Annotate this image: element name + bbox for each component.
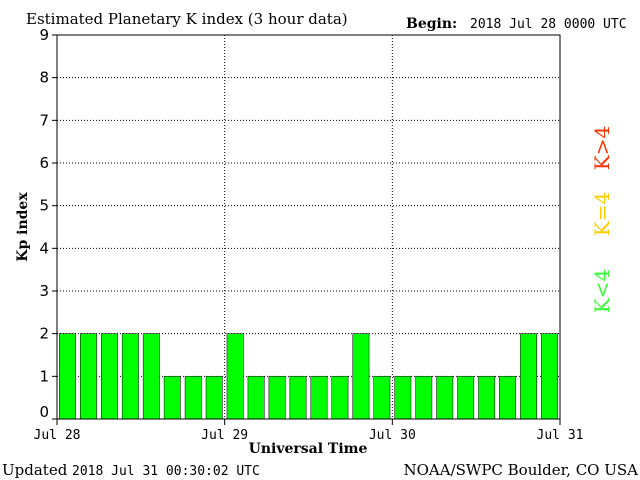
y-axis-label: Kp index <box>15 192 31 262</box>
kp-bar <box>268 376 286 420</box>
kp-bar <box>541 333 558 420</box>
y-tick-label: 3 <box>39 282 49 300</box>
y-axis-ticks: 0 1 2 3 4 5 6 7 8 9 <box>39 26 57 421</box>
y-tick-label: 1 <box>39 367 49 385</box>
y-tick-label: 7 <box>39 111 49 129</box>
kp-bar <box>205 376 223 420</box>
kp-bar <box>394 376 412 420</box>
begin-label: Begin: <box>406 16 457 32</box>
kp-bar <box>226 333 244 420</box>
y-tick-label: 2 <box>39 325 49 343</box>
y-tick-label: 6 <box>39 154 49 172</box>
bar-series <box>59 333 558 420</box>
x-axis-ticks: Jul 28 Jul 29 Jul 30 Jul 31 <box>34 419 584 443</box>
grid-lines <box>57 35 560 419</box>
kp-bar <box>142 333 160 420</box>
kp-bar <box>247 376 265 420</box>
kp-bar <box>499 376 517 420</box>
kp-bar <box>184 376 202 420</box>
kp-bar <box>478 376 496 420</box>
kp-bar <box>80 333 97 420</box>
chart-title: Estimated Planetary K index (3 hour data… <box>26 10 348 28</box>
x-tick-label: Jul 31 <box>537 428 584 443</box>
kp-bar <box>121 333 139 420</box>
kp-bar <box>163 376 181 420</box>
kp-bar <box>352 333 370 420</box>
x-axis-label: Universal Time <box>249 441 368 457</box>
x-tick-label: Jul 29 <box>201 428 248 443</box>
kp-bar <box>415 376 433 420</box>
kp-bar <box>289 376 307 420</box>
kp-bar <box>100 333 118 420</box>
legend-k-greater-4: K>4 <box>590 126 614 170</box>
credit-text: NOAA/SWPC Boulder, CO USA <box>403 461 638 479</box>
y-tick-label: 0 <box>39 403 49 421</box>
begin-value: 2018 Jul 28 0000 UTC <box>470 17 627 32</box>
plot-frame <box>56 34 561 420</box>
kp-bar <box>373 376 391 420</box>
legend-k-less-4: K<4 <box>590 269 614 313</box>
kp-bar <box>59 333 76 420</box>
updated-value: 2018 Jul 31 00:30:02 UTC <box>72 464 260 479</box>
kp-bar <box>520 333 537 420</box>
kp-bar <box>436 376 454 420</box>
kp-bar <box>310 376 328 420</box>
y-tick-label: 8 <box>39 69 49 87</box>
kp-bar <box>457 376 475 420</box>
y-tick-label: 4 <box>39 239 49 257</box>
updated-label: Updated <box>2 461 68 479</box>
legend-k-equal-4: K=4 <box>590 192 614 236</box>
x-tick-label: Jul 28 <box>34 428 81 443</box>
kp-bar <box>331 376 349 420</box>
y-tick-label: 5 <box>39 197 49 215</box>
y-tick-label: 9 <box>39 26 49 44</box>
x-tick-label: Jul 30 <box>369 428 416 443</box>
